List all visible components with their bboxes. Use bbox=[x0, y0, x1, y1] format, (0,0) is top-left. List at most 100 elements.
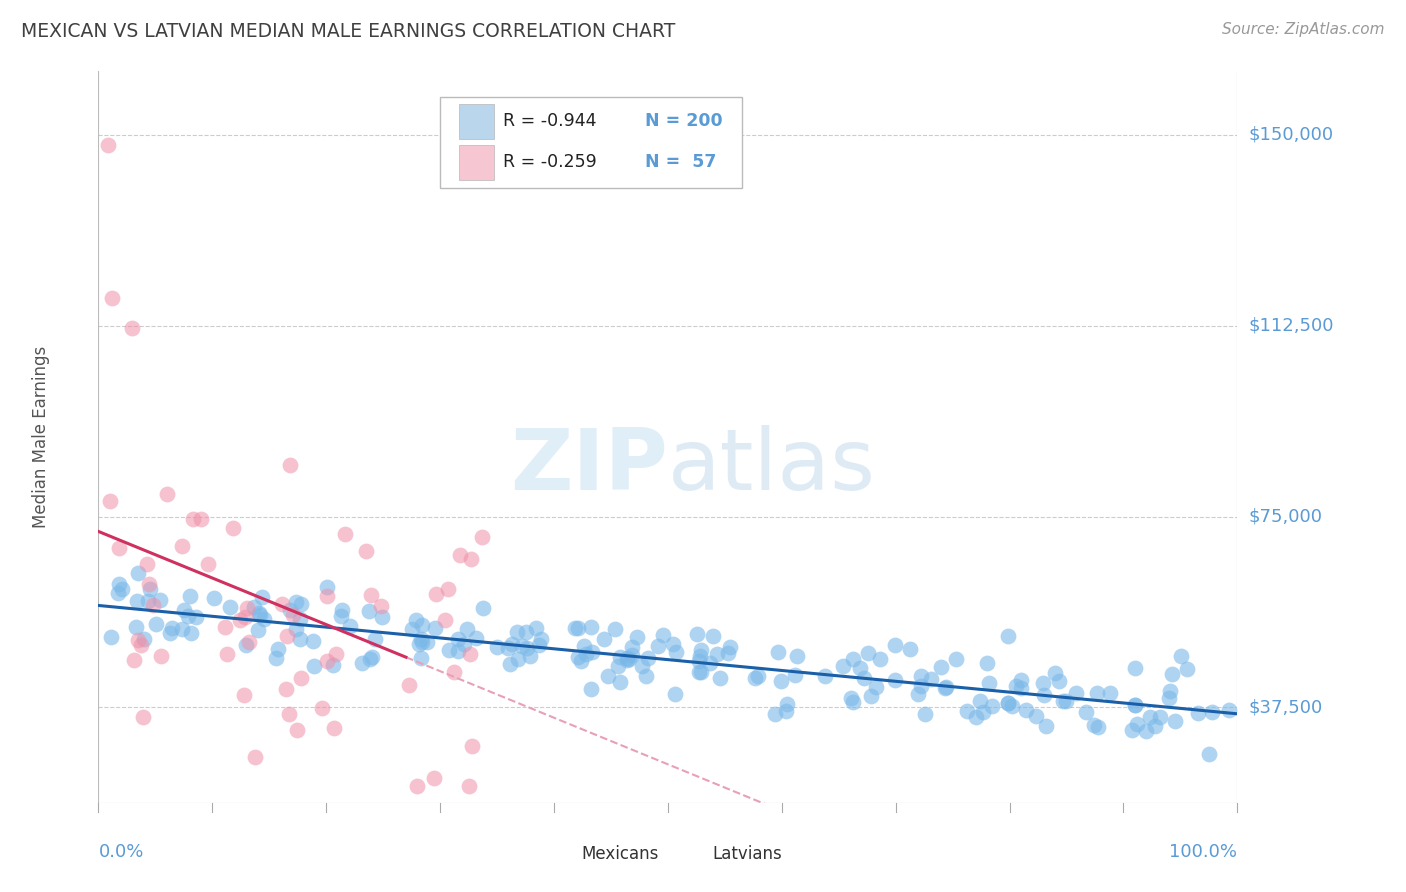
Point bbox=[236, 601, 259, 615]
Point bbox=[1085, 686, 1108, 700]
Point bbox=[529, 638, 551, 652]
Text: MEXICAN VS LATVIAN MEDIAN MALE EARNINGS CORRELATION CHART: MEXICAN VS LATVIAN MEDIAN MALE EARNINGS … bbox=[21, 22, 675, 41]
FancyBboxPatch shape bbox=[460, 145, 494, 179]
Point bbox=[1099, 686, 1122, 700]
Point bbox=[564, 621, 586, 635]
Point bbox=[853, 671, 876, 685]
Point bbox=[839, 690, 862, 705]
Point bbox=[1076, 705, 1098, 719]
Point bbox=[253, 612, 276, 626]
Point bbox=[233, 689, 256, 703]
Point bbox=[609, 674, 631, 689]
FancyBboxPatch shape bbox=[460, 103, 494, 138]
Point bbox=[422, 771, 444, 785]
Point bbox=[274, 681, 297, 696]
Point bbox=[472, 601, 495, 615]
Point bbox=[136, 557, 159, 571]
Point bbox=[616, 653, 638, 667]
Point bbox=[408, 637, 430, 651]
Point bbox=[1123, 698, 1146, 713]
Point bbox=[1143, 719, 1166, 733]
Point bbox=[416, 635, 439, 649]
Point bbox=[458, 779, 481, 793]
Point bbox=[636, 669, 658, 683]
Point bbox=[690, 665, 713, 679]
Text: 0.0%: 0.0% bbox=[98, 843, 143, 861]
Point bbox=[1125, 716, 1147, 731]
Point bbox=[290, 597, 312, 611]
Point bbox=[1135, 724, 1157, 739]
Point bbox=[934, 681, 956, 695]
Text: ZIP: ZIP bbox=[510, 425, 668, 508]
Point bbox=[456, 622, 478, 636]
Point bbox=[976, 656, 998, 670]
Point bbox=[322, 657, 344, 672]
Point bbox=[127, 566, 149, 581]
Point bbox=[170, 622, 193, 636]
Point bbox=[131, 638, 153, 652]
Point bbox=[249, 607, 271, 622]
Text: Mexicans: Mexicans bbox=[581, 845, 658, 863]
Point bbox=[329, 609, 352, 624]
Point bbox=[747, 669, 769, 683]
Point bbox=[136, 594, 159, 608]
Point bbox=[364, 632, 387, 646]
Point bbox=[124, 653, 146, 667]
Point bbox=[107, 586, 129, 600]
Point bbox=[177, 608, 200, 623]
Point bbox=[593, 632, 616, 646]
Point bbox=[956, 704, 979, 718]
Point bbox=[1157, 690, 1180, 705]
Point bbox=[247, 607, 270, 621]
Point bbox=[180, 625, 202, 640]
Point bbox=[744, 671, 766, 685]
Point bbox=[626, 630, 648, 644]
Point bbox=[965, 710, 987, 724]
Point bbox=[370, 599, 392, 613]
Point bbox=[190, 512, 212, 526]
Point bbox=[471, 530, 494, 544]
Point bbox=[506, 652, 529, 666]
Point bbox=[567, 622, 589, 636]
Point bbox=[662, 637, 685, 651]
Point bbox=[150, 649, 173, 664]
Point bbox=[530, 632, 553, 647]
Point bbox=[304, 658, 326, 673]
Point bbox=[856, 646, 879, 660]
Point bbox=[281, 608, 304, 623]
Point bbox=[464, 631, 486, 645]
Point bbox=[290, 632, 312, 646]
Point bbox=[686, 626, 709, 640]
Point bbox=[1159, 684, 1181, 698]
Point bbox=[202, 591, 225, 605]
Point bbox=[486, 640, 509, 655]
Point bbox=[869, 652, 891, 666]
Point bbox=[214, 619, 236, 633]
Point bbox=[425, 587, 447, 601]
Point bbox=[616, 651, 638, 665]
Text: Latvians: Latvians bbox=[713, 845, 782, 863]
Point bbox=[409, 632, 432, 647]
Point bbox=[411, 635, 433, 649]
Point bbox=[1164, 714, 1187, 728]
Point bbox=[285, 723, 308, 737]
Point bbox=[709, 671, 731, 685]
Point bbox=[1015, 703, 1038, 717]
Point bbox=[688, 665, 710, 679]
Point bbox=[526, 621, 548, 635]
Point bbox=[688, 654, 710, 668]
Point bbox=[280, 458, 302, 473]
Point bbox=[1052, 694, 1074, 708]
Point bbox=[127, 633, 149, 648]
FancyBboxPatch shape bbox=[440, 97, 742, 188]
Point bbox=[111, 582, 134, 596]
Point bbox=[411, 617, 433, 632]
Point bbox=[718, 640, 741, 654]
Point bbox=[706, 647, 728, 661]
Point bbox=[647, 639, 669, 653]
Text: atlas: atlas bbox=[668, 425, 876, 508]
Point bbox=[453, 637, 475, 651]
Point bbox=[567, 650, 589, 665]
Point bbox=[898, 642, 921, 657]
Point bbox=[285, 595, 308, 609]
